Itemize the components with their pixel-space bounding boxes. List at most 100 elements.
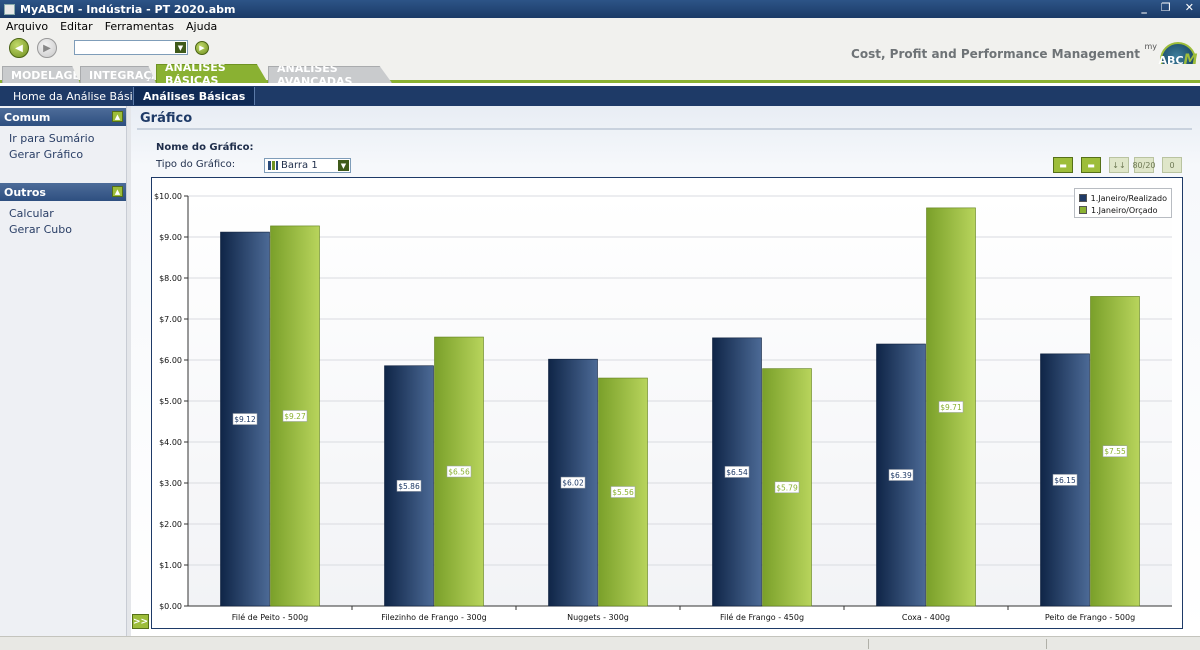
data-label: $5.79 <box>776 483 798 492</box>
main-tabs: MODELAGEM INTEGRAÇÃO ANÁLISES BÁSICAS AN… <box>0 64 1200 83</box>
data-label: $7.55 <box>1104 447 1126 456</box>
y-tick-label: $3.00 <box>159 479 182 488</box>
x-tick-label: Filé de Frango - 450g <box>720 612 804 622</box>
sidebar-splitter[interactable] <box>127 106 131 636</box>
data-label: $6.39 <box>890 471 912 480</box>
data-label: $5.86 <box>398 482 420 491</box>
data-label-box <box>774 481 800 494</box>
x-tick-label: Filezinho de Frango - 300g <box>381 613 487 622</box>
chevron-down-icon[interactable]: ▼ <box>175 42 186 53</box>
chart-type-value: Barra 1 <box>281 160 318 171</box>
tab-analises-avancadas[interactable]: ANÁLISES AVANÇADAS <box>268 66 392 83</box>
x-tick-label: Nuggets - 300g <box>567 613 629 622</box>
tab-modelagem[interactable]: MODELAGEM <box>2 66 80 83</box>
x-tick-label: Peito de Frango - 500g <box>1045 613 1135 622</box>
sidebar-item-calcular[interactable]: Calcular <box>9 207 54 220</box>
go-arrow-icon[interactable]: ▶ <box>195 41 209 55</box>
content-area: Gráfico Nome do Gráfico: Tipo do Gráfico… <box>131 106 1200 636</box>
sidebar-item-ir-para-sumario[interactable]: Ir para Sumário <box>9 132 95 145</box>
data-label-box <box>610 486 636 498</box>
sidebar-section-comum[interactable]: Comum ▲ <box>0 108 126 126</box>
forward-arrow-icon[interactable]: ▶ <box>37 38 57 58</box>
navigation-combo[interactable]: ▼ <box>74 40 188 55</box>
tab-integracao[interactable]: INTEGRAÇÃO <box>80 66 156 83</box>
chart-tool-1[interactable]: ▬ <box>1053 157 1073 173</box>
legend-label-orcado: 1.Janeiro/Orçado <box>1091 205 1158 215</box>
chevron-down-icon[interactable]: ▼ <box>338 160 349 171</box>
bar-chart: $0.00 $1.00 $2.00 $3.00 $4.00 $5.00 $6.00 $7.00… <box>154 192 1172 622</box>
bar-orcado <box>598 377 648 607</box>
brand-my-text: my <box>1144 42 1157 51</box>
legend-label-realizado: 1.Janeiro/Realizado <box>1090 193 1167 203</box>
y-tick-label: $1.00 <box>159 561 182 570</box>
y-tick-label: $10.00 <box>154 192 182 201</box>
data-label-box <box>724 466 750 478</box>
title-bar: MyABCM - Indústria - PT 2020.abm _ ❐ ✕ <box>0 0 1200 18</box>
sort-icon[interactable]: ↓↓ <box>1109 157 1129 173</box>
data-label-box <box>560 476 586 489</box>
data-label: $6.15 <box>1054 476 1076 485</box>
x-tick-label: Coxa - 400g <box>902 613 950 622</box>
menu-arquivo[interactable]: Arquivo <box>6 19 49 33</box>
chart-panel: $0.00 $1.00 $2.00 $3.00 $4.00 $5.00 $6.00 $7.00… <box>151 177 1183 629</box>
menu-bar: Arquivo Editar Ferramentas Ajuda <box>0 18 1200 34</box>
back-arrow-icon[interactable]: ◀ <box>9 38 29 58</box>
subtab-analises-basicas[interactable]: Análises Básicas <box>133 87 256 105</box>
x-tick-label: Filé de Peito - 500g <box>232 612 309 622</box>
y-tick-label: $2.00 <box>159 520 182 529</box>
status-separator <box>1046 639 1047 649</box>
menu-editar[interactable]: Editar <box>60 19 93 33</box>
pareto-icon[interactable]: 80/20 <box>1132 157 1156 173</box>
expand-sidebar-button[interactable]: >> <box>132 614 149 629</box>
brand-tagline: Cost, Profit and Performance Management <box>851 47 1140 61</box>
data-label: $6.02 <box>562 479 584 488</box>
data-label-box <box>1052 474 1078 486</box>
data-label: $9.71 <box>940 403 962 412</box>
data-label-box <box>232 413 258 425</box>
data-label-box <box>888 469 914 481</box>
subtab-home-analise-basica[interactable]: Home da Análise Básica <box>13 89 146 103</box>
close-button[interactable]: ✕ <box>1184 1 1194 14</box>
chart-legend: 1.Janeiro/Realizado 1.Janeiro/Orçado <box>1074 188 1172 218</box>
y-tick-label: $9.00 <box>159 233 182 242</box>
y-tick-label: $4.00 <box>159 438 182 447</box>
legend-item-orcado: 1.Janeiro/Orçado <box>1079 204 1167 216</box>
title-divider <box>137 128 1192 130</box>
data-label-box <box>938 401 964 413</box>
data-label-box <box>446 465 472 478</box>
legend-item-realizado: 1.Janeiro/Realizado <box>1079 192 1167 204</box>
data-label: $5.56 <box>612 488 634 497</box>
data-label: $9.12 <box>234 415 256 424</box>
app-icon <box>4 3 15 15</box>
y-tick-label: $8.00 <box>159 274 182 283</box>
data-label: $9.27 <box>284 412 306 421</box>
y-tick-label: $7.00 <box>159 315 182 324</box>
menu-ajuda[interactable]: Ajuda <box>186 19 218 33</box>
data-label-box <box>396 480 422 492</box>
y-tick-label: $0.00 <box>159 602 182 611</box>
status-bar <box>0 636 1200 650</box>
status-separator <box>868 639 869 649</box>
chart-name-label: Nome do Gráfico: <box>156 142 254 153</box>
collapse-icon[interactable]: ▲ <box>112 111 123 122</box>
data-label: $6.54 <box>726 468 748 477</box>
legend-swatch-realizado <box>1079 194 1087 202</box>
sidebar-item-gerar-grafico[interactable]: Gerar Gráfico <box>9 148 84 161</box>
sidebar-section-outros[interactable]: Outros ▲ <box>0 183 126 201</box>
minimize-button[interactable]: _ <box>1141 1 1147 14</box>
window-title: MyABCM - Indústria - PT 2020.abm <box>20 2 236 16</box>
toolbar: ◀ ▶ ▼ ▶ Cost, Profit and Performance Man… <box>0 34 1200 78</box>
page-title: Gráfico <box>140 111 193 126</box>
chart-type-select[interactable]: Barra 1 ▼ <box>264 158 351 173</box>
zero-icon[interactable]: 0 <box>1162 157 1182 173</box>
tab-analises-basicas[interactable]: ANÁLISES BÁSICAS <box>156 64 268 83</box>
sidebar-item-gerar-cubo[interactable]: Gerar Cubo <box>9 223 72 236</box>
data-label-box <box>1102 445 1128 457</box>
chart-type-label: Tipo do Gráfico: <box>156 159 236 170</box>
chart-tool-2[interactable]: ▬ <box>1081 157 1101 173</box>
data-label-box <box>282 410 308 422</box>
collapse-icon[interactable]: ▲ <box>112 186 123 197</box>
restore-button[interactable]: ❐ <box>1160 1 1171 14</box>
menu-ferramentas[interactable]: Ferramentas <box>104 19 175 33</box>
y-tick-label: $5.00 <box>159 397 182 406</box>
